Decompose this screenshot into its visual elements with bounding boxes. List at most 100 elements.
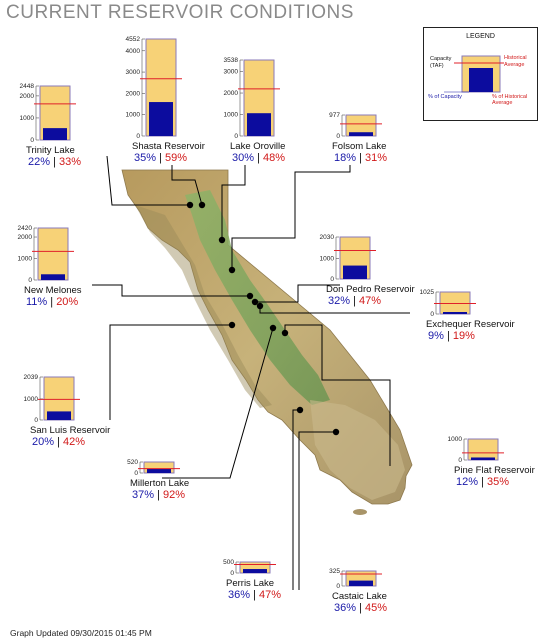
- storage-bar: [47, 411, 71, 420]
- channel-island: [353, 509, 367, 515]
- legend-title: LEGEND: [466, 33, 495, 40]
- legend-pct-capacity-label: % of Capacity: [428, 94, 462, 100]
- axis-tick-label: 2030: [320, 234, 335, 241]
- reservoir-percentages: 22% | 33%: [28, 156, 81, 168]
- reservoir-name: New Melones: [24, 285, 82, 296]
- pct-of-capacity: 12%: [456, 476, 479, 488]
- storage-bar: [443, 312, 467, 314]
- axis-tick-label: 0: [30, 137, 34, 144]
- axis-tick-label: 4000: [126, 48, 141, 55]
- axis-tick-label: 2000: [126, 90, 141, 97]
- pct-of-historical: 59%: [165, 152, 188, 164]
- axis-tick-label: 520: [127, 459, 138, 466]
- reservoir-chart: 2030 1000 0: [320, 234, 376, 283]
- axis-tick-label: 325: [329, 568, 340, 575]
- reservoir-percentages: 11% | 20%: [26, 296, 78, 308]
- axis-tick-label: 2420: [18, 225, 33, 232]
- axis-tick-label: 1000: [224, 112, 239, 119]
- pct-of-capacity: 35%: [134, 152, 157, 164]
- reservoir-chart: 1000 0: [448, 436, 504, 464]
- axis-tick-label: 3538: [224, 57, 239, 64]
- axis-tick-label: 0: [430, 311, 434, 318]
- reservoir-percentages: 20% | 42%: [32, 436, 85, 448]
- reservoir-new-melones: 2420 2000 1000 0 New Melones 11% | 20%: [18, 224, 108, 314]
- reservoir-percentages: 36% | 45%: [334, 602, 387, 614]
- separator: |: [156, 152, 166, 164]
- reservoir-percentages: 37% | 92%: [132, 489, 185, 501]
- page-title: CURRENT RESERVOIR CONDITIONS: [6, 2, 354, 23]
- separator: |: [443, 330, 453, 342]
- pct-of-capacity: 20%: [32, 436, 55, 448]
- reservoir-chart: 2420 2000 1000 0: [18, 225, 74, 284]
- pct-of-historical: 19%: [452, 330, 475, 342]
- reservoir-percentages: 12% | 35%: [456, 476, 509, 488]
- reservoir-castaic-lake: 325 0 Castaic Lake 36% | 45%: [326, 567, 416, 627]
- pct-of-capacity: 18%: [334, 152, 357, 164]
- storage-bar: [471, 457, 495, 460]
- axis-tick-label: 0: [136, 133, 140, 140]
- axis-tick-label: 4552: [126, 36, 141, 43]
- pct-of-historical: 47%: [259, 589, 282, 601]
- separator: |: [478, 476, 488, 488]
- reservoir-name: Folsom Lake: [332, 141, 387, 152]
- graph-updated-timestamp: Graph Updated 09/30/2015 01:45 PM: [10, 628, 152, 638]
- reservoir-pine-flat: 1000 0 Pine Flat Reservoir 12% | 35%: [448, 435, 543, 495]
- reservoir-chart: 2448 2000 1000 0: [20, 83, 76, 144]
- reservoir-san-luis: 2039 1000 0 San Luis Reservoir 20% | 42%: [24, 373, 124, 453]
- reservoir-percentages: 9% | 19%: [428, 330, 475, 342]
- reservoir-trinity-lake: 2448 2000 1000 0 Trinity Lake 22% | 33%: [20, 82, 110, 172]
- axis-tick-label: 0: [330, 276, 334, 283]
- pct-of-historical: 20%: [56, 296, 79, 308]
- axis-tick-label: 1000: [320, 255, 335, 262]
- reservoir-chart: 4552 4000 3000 2000 1000 0: [126, 36, 182, 140]
- reservoir-percentages: 35% | 59%: [134, 152, 187, 164]
- axis-tick-label: 0: [28, 277, 32, 284]
- reservoir-name: Exchequer Reservoir: [426, 319, 515, 330]
- separator: |: [54, 436, 64, 448]
- axis-tick-label: 977: [329, 112, 340, 119]
- legend-historical-label: Historical Average: [504, 55, 527, 68]
- reservoir-lake-oroville: 3538 3000 2000 1000 0 Lake Oroville 30% | 48%: [224, 56, 314, 171]
- legend-capacity-label: Capacity (TAF): [430, 56, 452, 69]
- reservoir-percentages: 36% | 47%: [228, 589, 281, 601]
- reservoir-name: Trinity Lake: [26, 145, 75, 156]
- axis-tick-label: 1000: [126, 112, 141, 119]
- reservoir-chart: 2039 1000 0: [24, 374, 80, 424]
- capacity-bar: [37, 227, 69, 281]
- pct-of-capacity: 37%: [132, 489, 155, 501]
- pct-of-capacity: 32%: [328, 295, 351, 307]
- reservoir-millerton-lake: 520 0 Millerton Lake 37% | 92%: [124, 458, 224, 513]
- reservoir-exchequer: 1025 0 Exchequer Reservoir 9% | 19%: [420, 288, 530, 348]
- storage-bar: [247, 113, 271, 136]
- pct-of-capacity: 30%: [232, 152, 255, 164]
- reservoir-shasta: 4552 4000 3000 2000 1000 0 Shasta Reservoir 35%…: [126, 35, 236, 170]
- reservoir-name: Castaic Lake: [332, 591, 387, 602]
- reservoir-name: Millerton Lake: [130, 478, 190, 489]
- reservoir-don-pedro: 2030 1000 0 Don Pedro Reservoir 32% | 47%: [320, 233, 430, 313]
- axis-tick-label: 1025: [420, 289, 435, 296]
- pct-of-capacity: 36%: [228, 589, 251, 601]
- reservoir-chart: 325 0: [329, 568, 382, 590]
- central-valley: [185, 190, 330, 405]
- storage-bar: [147, 468, 171, 473]
- reservoir-perris-lake: 500 0 Perris Lake 36% | 47%: [220, 558, 310, 623]
- axis-tick-label: 3000: [224, 69, 239, 76]
- axis-tick-label: 500: [223, 559, 234, 566]
- axis-tick-label: 0: [34, 417, 38, 424]
- axis-tick-label: 1000: [20, 115, 35, 122]
- reservoir-name: Shasta Reservoir: [132, 141, 205, 152]
- axis-tick-label: 2000: [20, 93, 35, 100]
- legend-box: LEGEND Capacity (TAF) Historical Average…: [423, 27, 538, 121]
- separator: |: [350, 295, 360, 307]
- axis-tick-label: 1000: [18, 256, 33, 263]
- storage-bar: [343, 265, 367, 279]
- pct-of-historical: 47%: [359, 295, 382, 307]
- reservoir-percentages: 32% | 47%: [328, 295, 381, 307]
- storage-bar: [149, 102, 173, 136]
- axis-tick-label: 1000: [24, 396, 39, 403]
- pct-of-historical: 92%: [163, 489, 186, 501]
- pct-of-historical: 33%: [59, 156, 82, 168]
- reservoir-name: Perris Lake: [226, 578, 275, 589]
- axis-tick-label: 2039: [24, 374, 39, 381]
